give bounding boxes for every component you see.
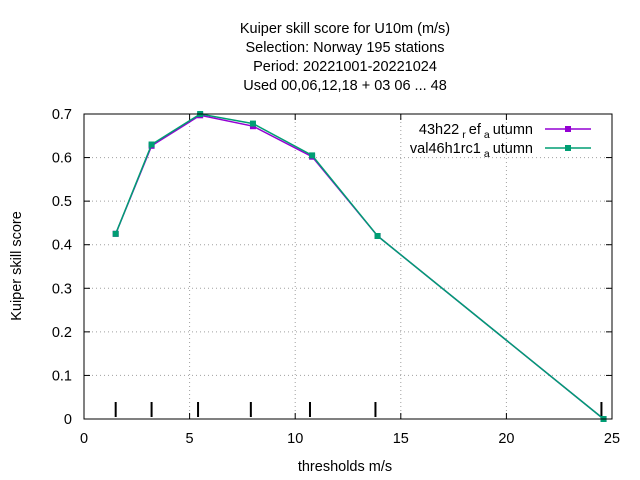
legend-label-0-sub2: a xyxy=(484,129,490,141)
legend-marker-0 xyxy=(565,126,571,132)
x-axis-title: thresholds m/s xyxy=(298,459,392,475)
x-tick-label: 25 xyxy=(604,431,620,447)
threshold-markers xyxy=(114,402,603,417)
legend-label-1: val46h1rc1 a utumn xyxy=(410,141,533,160)
y-tick-label: 0.6 xyxy=(52,151,72,167)
legend-label-0-mid: ef xyxy=(469,122,482,138)
series-1-point xyxy=(309,152,316,159)
y-tick-label: 0.4 xyxy=(52,238,72,254)
legend-label-0-main: 43h22 xyxy=(419,122,459,138)
title-line-3: Period: 20221001-20221024 xyxy=(253,59,437,75)
y-tick-labels: 0 0.1 0.2 0.3 0.4 0.5 0.6 0.7 xyxy=(52,107,72,428)
y-axis-title: Kuiper skill score xyxy=(9,211,25,321)
series-1-point xyxy=(374,233,381,239)
y-tick-label: 0.3 xyxy=(52,281,72,297)
title-line-4: Used 00,06,12,18 + 03 06 ... 48 xyxy=(243,78,447,94)
title-line-2: Selection: Norway 195 stations xyxy=(245,40,444,56)
series-1-line xyxy=(115,113,605,420)
plot-frame xyxy=(83,113,613,420)
x-tick-label: 20 xyxy=(498,431,514,447)
series-1-point xyxy=(112,230,119,237)
y-tick-label: 0.2 xyxy=(52,325,72,341)
y-tick-label: 0 xyxy=(64,412,72,428)
x-tick-label: 10 xyxy=(287,431,303,447)
legend-label-1-main: val46h1rc1 xyxy=(410,141,481,157)
grid-lines xyxy=(84,114,612,419)
x-tick-label: 15 xyxy=(393,431,409,447)
x-tick-label: 0 xyxy=(80,431,88,447)
title-line-1: Kuiper skill score for U10m (m/s) xyxy=(240,21,450,37)
x-tick-labels: 0 5 10 15 20 25 xyxy=(80,431,620,447)
legend-label-0: 43h22 r ef a utumn xyxy=(419,122,533,141)
series-1-point xyxy=(148,141,155,148)
chart-title: Kuiper skill score for U10m (m/s) Select… xyxy=(240,21,450,94)
legend-label-0-tail: utumn xyxy=(493,122,533,138)
legend-label-1-tail: utumn xyxy=(493,141,533,157)
x-tick-label: 5 xyxy=(186,431,194,447)
legend-label-1-sub2: a xyxy=(484,148,490,160)
series-0-line xyxy=(115,114,605,420)
series-1-point xyxy=(249,120,256,127)
axis-ticks xyxy=(83,113,613,420)
y-tick-label: 0.5 xyxy=(52,194,72,210)
y-tick-label: 0.1 xyxy=(52,368,72,384)
legend-marker-1 xyxy=(565,145,571,151)
y-tick-label: 0.7 xyxy=(52,107,72,123)
legend-label-0-sub1: r xyxy=(462,129,466,141)
